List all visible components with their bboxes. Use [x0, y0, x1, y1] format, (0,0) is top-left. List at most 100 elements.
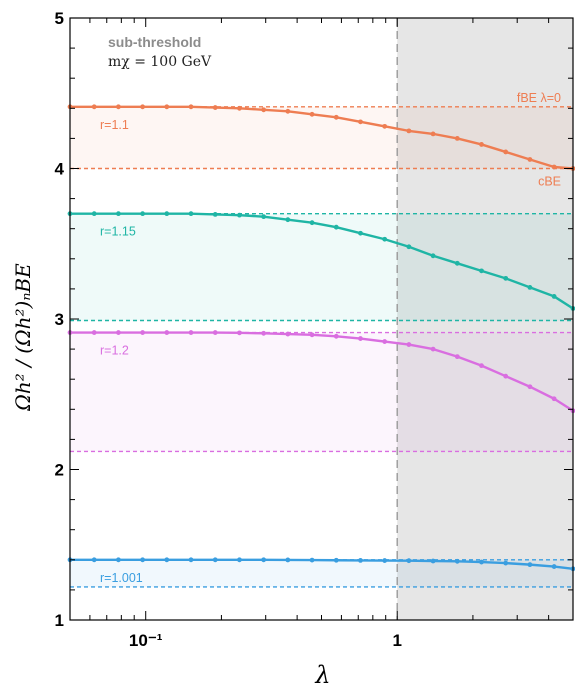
shaded-region [397, 18, 573, 620]
series-point-3-17 [479, 559, 484, 565]
reference-label-0: fBE λ=0 [517, 91, 561, 105]
series-point-2-16 [454, 354, 460, 360]
y-tick-label-2: 3 [55, 310, 64, 329]
y-tick-label-4: 5 [55, 9, 64, 28]
series-point-1-1 [91, 211, 97, 217]
series-line-3 [70, 558, 574, 571]
series-point-3-11 [333, 557, 339, 563]
series-point-1-12 [358, 230, 363, 236]
labels-layer: 1 2 3 4 5 10⁻¹ 1 r=1.1 r=1.15 r=1.2 r=1.001 fBE λ=0… [55, 9, 562, 650]
y-tick-label-3: 4 [55, 160, 65, 179]
series-point-0-9 [285, 108, 291, 114]
series-point-2-9 [285, 331, 291, 337]
series-point-0-10 [309, 111, 315, 117]
series-point-0-16 [454, 136, 460, 141]
reference-label-1: cBE [538, 175, 561, 189]
series-band-3 [70, 559, 573, 587]
series-point-0-6 [212, 105, 218, 110]
series-point-2-1 [91, 330, 97, 335]
series-point-2-4 [164, 330, 170, 335]
series-point-2-8 [261, 330, 267, 336]
series-point-3-8 [261, 557, 267, 563]
series-point-3-7 [237, 557, 242, 563]
series-point-3-10 [309, 557, 315, 563]
series-point-1-4 [164, 211, 170, 217]
series-point-3-3 [140, 557, 146, 563]
series-bands-layer [70, 106, 573, 587]
series-point-2-3 [140, 330, 146, 335]
series-point-2-17 [479, 363, 484, 369]
series-point-0-2 [116, 104, 121, 110]
series-point-0-5 [188, 104, 194, 110]
series-point-1-2 [116, 211, 121, 217]
series-point-1-17 [479, 268, 484, 274]
series-point-3-15 [430, 558, 436, 564]
series-point-0-11 [333, 114, 339, 120]
annotation-subtitle: mχ = 100 GeV [108, 54, 212, 70]
series-point-3-13 [382, 558, 388, 563]
series-point-0-18 [503, 149, 509, 155]
series-point-3-16 [454, 558, 460, 564]
series-point-0-4 [164, 104, 170, 110]
series-point-1-7 [237, 212, 242, 218]
x-axis-label: λ [314, 661, 330, 689]
y-axis-label: Ωh² / (Ωh²)ₙBE [11, 263, 35, 412]
series-point-2-14 [406, 342, 412, 347]
series-point-0-1 [91, 104, 97, 110]
x-tick-label-0: 10⁻¹ [129, 631, 163, 650]
series-point-1-6 [212, 212, 218, 217]
series-point-2-7 [237, 330, 242, 336]
series-point-3-18 [503, 560, 509, 566]
series-point-1-8 [261, 214, 267, 220]
series-point-0-3 [140, 104, 146, 110]
ticks-layer [69, 18, 574, 621]
series-point-0-7 [237, 105, 242, 111]
series-point-2-5 [188, 330, 194, 335]
series-point-0-14 [406, 128, 412, 134]
series-point-2-10 [309, 332, 315, 338]
series-point-3-4 [164, 557, 170, 563]
series-point-3-14 [406, 558, 412, 564]
series-band-1 [70, 213, 573, 321]
series-point-1-13 [382, 236, 388, 242]
series-point-3-2 [116, 557, 121, 563]
series-band-0 [70, 106, 573, 169]
series-point-1-18 [503, 275, 509, 281]
series-point-2-20 [551, 396, 557, 402]
series-point-2-2 [116, 330, 121, 335]
series-point-3-12 [358, 558, 363, 563]
series-point-1-16 [454, 260, 460, 266]
x-tick-label-1: 1 [392, 631, 401, 650]
series-label-3: r=1.001 [100, 571, 143, 585]
series-label-2: r=1.2 [100, 344, 129, 358]
series-point-3-20 [551, 564, 557, 569]
series-point-2-13 [382, 339, 388, 344]
series-point-1-10 [309, 220, 315, 226]
series-point-1-3 [140, 211, 146, 217]
series-point-2-19 [527, 384, 533, 390]
series-curves-layer [67, 104, 575, 572]
series-point-3-9 [285, 557, 291, 563]
series-point-3-1 [91, 557, 97, 563]
series-point-2-15 [430, 346, 436, 352]
series-band-2 [70, 332, 573, 452]
series-label-0: r=1.1 [100, 118, 129, 132]
series-point-0-20 [551, 164, 557, 170]
series-point-2-6 [212, 330, 218, 335]
series-point-1-14 [406, 244, 412, 250]
series-point-3-19 [527, 562, 533, 568]
series-label-1: r=1.15 [100, 225, 136, 239]
series-point-3-5 [188, 557, 194, 563]
series-point-1-9 [285, 217, 291, 223]
annotation-title: sub-threshold [108, 34, 201, 50]
series-point-2-12 [358, 336, 363, 341]
series-point-0-15 [430, 131, 436, 137]
series-point-2-18 [503, 373, 509, 379]
y-tick-label-0: 1 [55, 611, 64, 630]
series-point-1-19 [527, 284, 533, 290]
series-point-0-17 [479, 142, 484, 147]
y-tick-label-1: 2 [55, 461, 64, 480]
series-point-1-20 [551, 294, 557, 299]
series-line-1 [70, 212, 574, 310]
